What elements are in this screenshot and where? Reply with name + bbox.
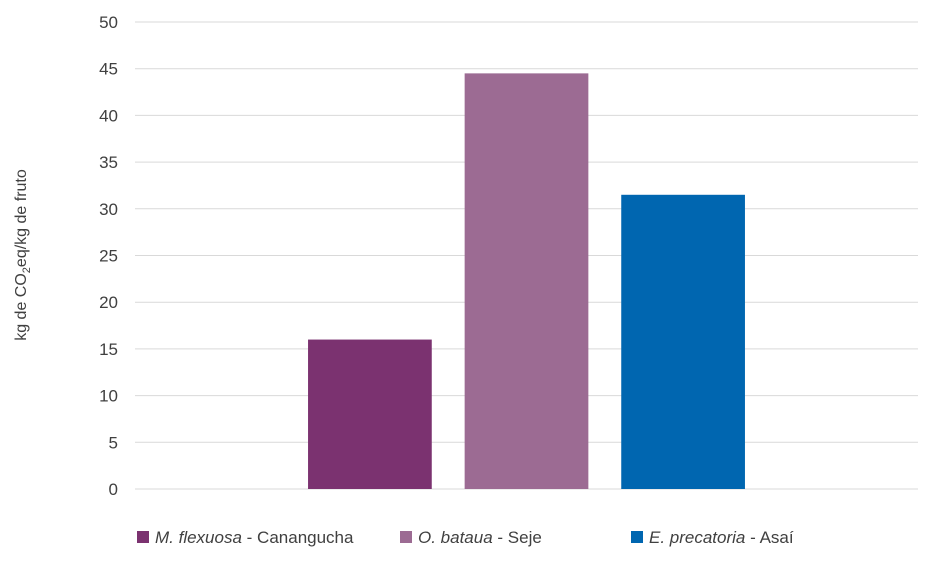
legend-item: E. precatoria - Asaí xyxy=(631,528,794,547)
y-tick-label: 0 xyxy=(109,480,118,499)
y-tick-label: 40 xyxy=(99,106,118,125)
legend-common-name: Seje xyxy=(508,528,542,547)
y-axis-label-subscript: 2 xyxy=(21,267,33,273)
legend-label: O. bataua - Seje xyxy=(418,528,542,547)
y-tick-label: 30 xyxy=(99,200,118,219)
legend-common-name: Asaí xyxy=(760,528,794,547)
y-tick-label: 35 xyxy=(99,153,118,172)
legend: M. flexuosa - Canangucha O. bataua - Seje… xyxy=(137,528,794,547)
legend-label: E. precatoria - Asaí xyxy=(649,528,794,547)
legend-species: E. precatoria xyxy=(649,528,745,547)
bar xyxy=(308,339,432,489)
legend-common-name: Canangucha xyxy=(257,528,354,547)
bars xyxy=(308,73,745,490)
y-tick-label: 50 xyxy=(99,13,118,32)
legend-swatch xyxy=(631,531,643,543)
y-axis-label-prefix: kg de CO xyxy=(13,273,30,341)
legend-item: O. bataua - Seje xyxy=(400,528,542,547)
y-tick-label: 15 xyxy=(99,340,118,359)
y-axis-ticks: 0 5 10 15 20 25 30 35 40 45 50 xyxy=(99,13,118,499)
legend-item: M. flexuosa - Canangucha xyxy=(137,528,354,547)
legend-separator: - xyxy=(745,528,759,547)
legend-separator: - xyxy=(493,528,508,547)
legend-species: O. bataua xyxy=(418,528,493,547)
y-tick-label: 10 xyxy=(99,387,118,406)
y-axis-label-suffix: eq/kg de fruto xyxy=(13,169,30,267)
bar xyxy=(464,73,589,490)
bar xyxy=(621,194,745,490)
y-tick-label: 25 xyxy=(99,247,118,266)
legend-species: M. flexuosa xyxy=(155,528,242,547)
legend-separator: - xyxy=(242,528,257,547)
legend-swatch xyxy=(137,531,149,543)
y-axis-label: kg de CO2eq/kg de fruto xyxy=(13,169,33,341)
y-tick-label: 20 xyxy=(99,293,118,312)
legend-swatch xyxy=(400,531,412,543)
y-tick-label: 5 xyxy=(109,433,118,452)
legend-label: M. flexuosa - Canangucha xyxy=(155,528,354,547)
y-tick-label: 45 xyxy=(99,60,118,79)
